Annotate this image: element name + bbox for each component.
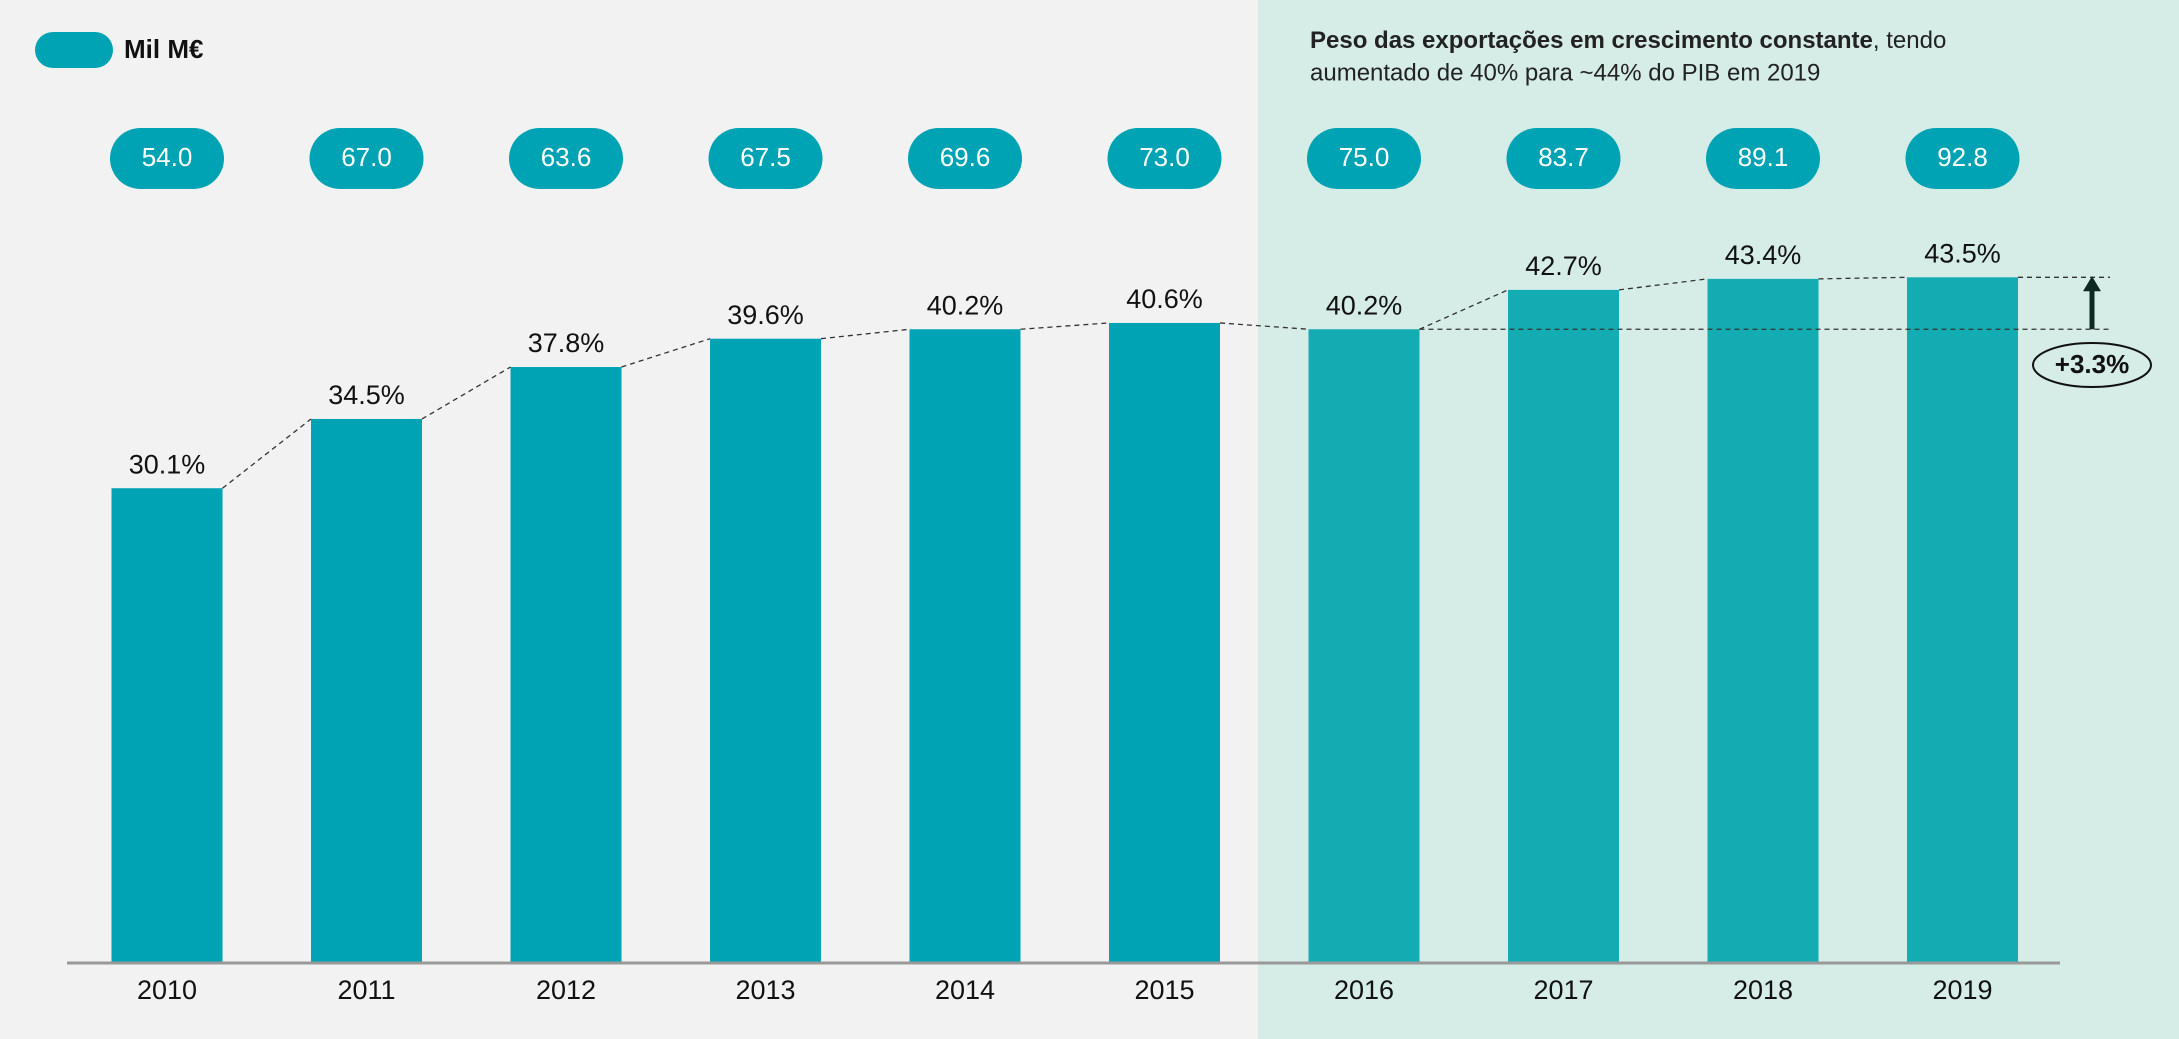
value-pill <box>1307 128 1421 189</box>
value-pill-label: 69.6 <box>940 142 991 172</box>
data-label: 42.7% <box>1525 251 1602 281</box>
x-tick-label: 2017 <box>1533 975 1593 1005</box>
bar <box>1109 322 1220 962</box>
annotation-bold: Peso das exportações em crescimento cons… <box>1310 27 1873 54</box>
value-pill-label: 63.6 <box>541 142 592 172</box>
data-label: 34.5% <box>328 380 405 410</box>
x-tick-label: 2013 <box>735 975 795 1005</box>
x-tick-label: 2015 <box>1134 975 1194 1005</box>
data-label: 43.5% <box>1924 238 2001 268</box>
bar <box>1508 289 1619 963</box>
bar <box>1907 277 2018 962</box>
value-pill-label: 92.8 <box>1937 142 1988 172</box>
legend-swatch <box>35 32 113 68</box>
annotation: Peso das exportações em crescimento cons… <box>1310 27 1946 54</box>
legend-label: Mil M€ <box>124 34 203 64</box>
connector-line <box>1618 278 1708 291</box>
connector-line <box>421 366 511 420</box>
data-label: 30.1% <box>129 449 206 479</box>
bar <box>1707 278 1819 962</box>
value-pill <box>908 128 1022 189</box>
x-tick-label: 2010 <box>137 975 197 1005</box>
x-tick-label: 2012 <box>536 975 596 1005</box>
connector-line <box>1219 322 1309 330</box>
x-tick-label: 2018 <box>1733 975 1793 1005</box>
value-pill-label: 75.0 <box>1339 142 1390 172</box>
value-pill <box>708 128 823 189</box>
bar <box>510 367 622 962</box>
value-pill-label: 89.1 <box>1738 142 1789 172</box>
data-label: 40.2% <box>1326 290 1403 320</box>
change-label: +3.3% <box>2055 349 2129 379</box>
annotation-text: aumentado de 40% para ~44% do PIB em 201… <box>1310 59 1820 86</box>
change-arrow-head <box>2083 276 2101 292</box>
data-label: 39.6% <box>727 300 804 330</box>
x-tick-label: 2014 <box>935 975 995 1005</box>
x-tick-label: 2019 <box>1932 975 1992 1005</box>
x-tick-label: 2011 <box>337 975 395 1005</box>
connector-line <box>1020 322 1110 330</box>
value-pill <box>1107 128 1222 189</box>
value-pill <box>110 128 224 189</box>
value-pill-label: 83.7 <box>1538 142 1589 172</box>
data-label: 37.8% <box>528 328 605 358</box>
value-pill-label: 54.0 <box>142 142 193 172</box>
data-label: 40.6% <box>1126 284 1203 314</box>
value-pill <box>309 128 424 189</box>
value-pill-label: 67.5 <box>740 142 791 172</box>
annotation-text: , tendo <box>1873 27 1946 54</box>
connector-line <box>1818 276 1908 280</box>
bar <box>111 488 223 962</box>
connector-line <box>222 418 312 489</box>
value-pill <box>1905 128 2020 189</box>
bar <box>1308 329 1420 962</box>
change-badge <box>2032 342 2152 388</box>
value-pill-label: 67.0 <box>341 142 392 172</box>
connector-line <box>1419 289 1509 330</box>
bar <box>909 329 1021 962</box>
connector-line <box>621 338 711 368</box>
connector-line <box>820 328 910 340</box>
bar <box>311 418 422 963</box>
bar <box>710 338 821 962</box>
data-label: 40.2% <box>927 290 1004 320</box>
x-tick-label: 2016 <box>1334 975 1394 1005</box>
value-pill <box>1506 128 1621 189</box>
data-label: 43.4% <box>1725 240 1802 270</box>
value-pill <box>509 128 623 189</box>
value-pill-label: 73.0 <box>1139 142 1190 172</box>
value-pill <box>1706 128 1820 189</box>
